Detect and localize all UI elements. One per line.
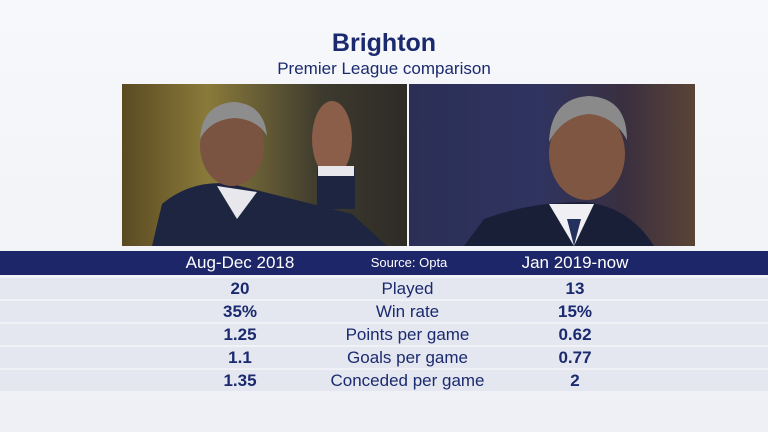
value-right: 0.77: [558, 348, 592, 367]
manager-photo-left: [122, 84, 407, 246]
table-row: 20 Played 13: [0, 278, 768, 299]
value-left: 20: [230, 279, 250, 298]
stat-label: Win rate: [375, 302, 440, 321]
value-right: 0.62: [558, 325, 592, 344]
page-subtitle: Premier League comparison: [277, 59, 491, 78]
source-label: Source: Opta: [370, 255, 448, 270]
manager-portrait-image: [464, 96, 654, 246]
comparison-table: 20 Played 13 35% Win rate 15% 1.25 Point…: [0, 278, 768, 393]
stat-label: Conceded per game: [330, 371, 485, 390]
page-title: Brighton: [331, 29, 437, 57]
stat-label: Played: [381, 279, 434, 298]
table-row: 35% Win rate 15%: [0, 301, 768, 322]
stat-label: Points per game: [345, 325, 470, 344]
table-row: 1.1 Goals per game 0.77: [0, 347, 768, 368]
column-header-right: Jan 2019-now: [521, 253, 629, 272]
comparison-header-bar: Aug-Dec 2018 Source: Opta Jan 2019-now: [0, 251, 768, 275]
value-left: 35%: [222, 302, 258, 321]
value-right: 15%: [557, 302, 593, 321]
stat-label: Goals per game: [347, 348, 468, 367]
column-header-left: Aug-Dec 2018: [185, 253, 295, 272]
manager-photo-right: [409, 84, 695, 246]
value-right: 13: [565, 279, 585, 298]
value-left: 1.1: [228, 348, 252, 367]
value-right: 2: [570, 371, 580, 390]
table-row: 1.35 Conceded per game 2: [0, 370, 768, 391]
table-row: 1.25 Points per game 0.62: [0, 324, 768, 345]
manager-applauding-image: [152, 101, 387, 246]
value-left: 1.25: [223, 325, 257, 344]
value-left: 1.35: [223, 371, 257, 390]
